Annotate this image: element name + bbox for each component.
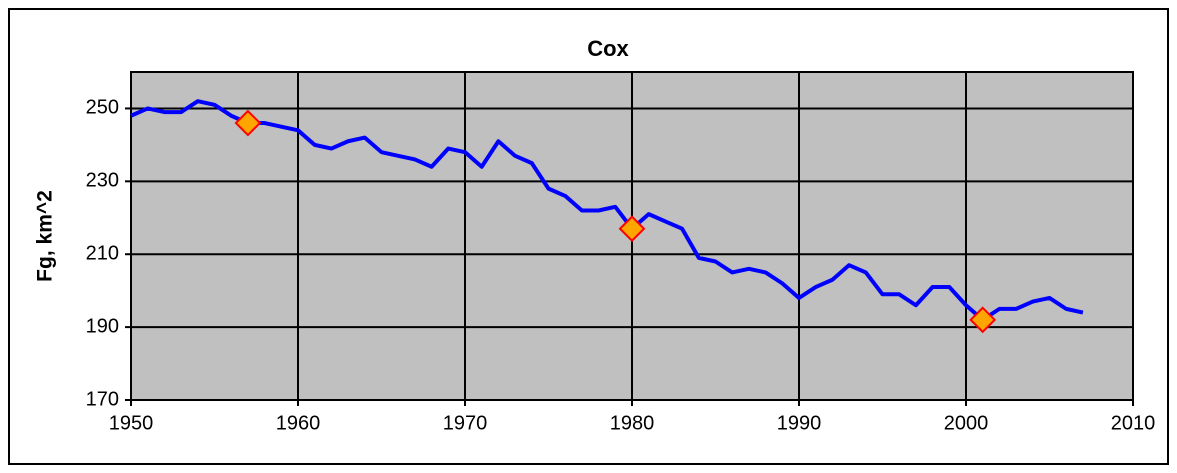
y-tick-label: 230 — [86, 170, 119, 192]
y-axis-label: Fg, km^2 — [34, 190, 57, 282]
y-tick-label: 170 — [86, 388, 119, 410]
marker — [969, 306, 997, 334]
y-tick-label: 190 — [86, 315, 119, 337]
y-tick-label: 210 — [86, 243, 119, 265]
x-tick-label: 2000 — [944, 412, 989, 434]
x-tick-label: 2010 — [1111, 412, 1156, 434]
y-tick-label: 250 — [86, 97, 119, 119]
x-tick-label: 1970 — [443, 412, 488, 434]
marker — [234, 109, 262, 137]
x-tick-label: 1980 — [610, 412, 655, 434]
plot-border — [130, 71, 1134, 401]
x-tick-label: 1990 — [777, 412, 822, 434]
x-tick-label: 1950 — [109, 412, 154, 434]
x-tick-label: 1960 — [276, 412, 321, 434]
marker — [618, 215, 646, 243]
data-line — [130, 99, 1084, 322]
chart-title: Cox — [587, 36, 629, 61]
